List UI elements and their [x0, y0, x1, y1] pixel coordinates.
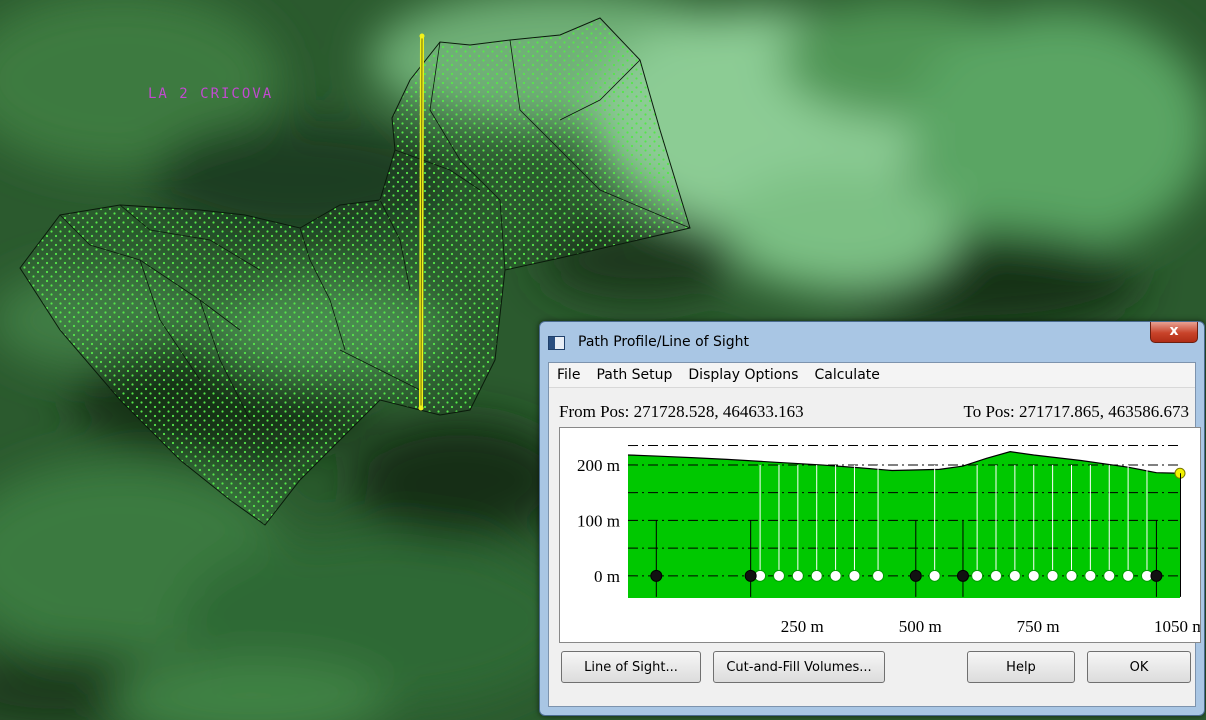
path-end-point[interactable] [418, 405, 424, 411]
sample-point-solid [1150, 569, 1163, 582]
sample-point-hollow [829, 569, 842, 582]
y-tick-label: 200 m [577, 456, 620, 475]
x-tick-label: 1050 m [1154, 617, 1200, 636]
line-of-sight-button[interactable]: Line of Sight... [561, 651, 701, 683]
path-line-inner [420, 35, 423, 409]
sample-point-solid [956, 569, 969, 582]
sample-point-solid [909, 569, 922, 582]
sample-point-solid [744, 569, 757, 582]
x-tick-label: 500 m [899, 617, 942, 636]
menu-display-options[interactable]: Display Options [688, 367, 799, 383]
ok-button[interactable]: OK [1087, 651, 1191, 683]
sample-point-hollow [810, 569, 823, 582]
cut-and-fill-volumes-button[interactable]: Cut-and-Fill Volumes... [713, 651, 885, 683]
from-position: From Pos: 271728.528, 464633.163 [559, 402, 804, 421]
to-position: To Pos: 271717.865, 463586.673 [963, 402, 1190, 421]
sample-point-hollow [772, 569, 785, 582]
path-profile-dialog: Path Profile/Line of Sight x File Path S… [539, 321, 1205, 716]
sample-point-hollow [1084, 569, 1097, 582]
sample-point-hollow [791, 569, 804, 582]
sample-point-hollow [1046, 569, 1059, 582]
sample-point-hollow [990, 569, 1002, 582]
terrain-profile-line [627, 451, 1181, 474]
terrain-area [628, 451, 1180, 598]
close-icon: x [1169, 323, 1179, 339]
map-area-label: LA 2 CRICOVA [148, 86, 274, 102]
dialog-client-area: File Path Setup Display Options Calculat… [548, 362, 1201, 707]
profile-chart-svg: 0 m 100 m 200 m 250 m 500 m 750 m 1050 m [577, 445, 1200, 636]
sample-point-hollow [872, 569, 885, 582]
y-tick-label: 100 m [577, 511, 620, 530]
path-start-point[interactable] [419, 33, 425, 39]
profile-chart[interactable]: 0 m 100 m 200 m 250 m 500 m 750 m 1050 m [559, 427, 1201, 643]
menu-calculate[interactable]: Calculate [814, 367, 880, 383]
position-readout: From Pos: 271728.528, 464633.163 To Pos:… [559, 402, 1189, 422]
menu-path-setup[interactable]: Path Setup [596, 367, 673, 383]
sample-point-hollow [1008, 569, 1021, 582]
x-tick-label: 250 m [781, 617, 824, 636]
sample-point-solid [650, 569, 663, 582]
sample-point-hollow [1103, 569, 1116, 582]
y-tick-label: 0 m [594, 567, 620, 586]
sample-point-hollow [1065, 569, 1078, 582]
sample-point-hollow [971, 569, 984, 582]
menu-bar: File Path Setup Display Options Calculat… [549, 363, 1195, 388]
dialog-titlebar[interactable]: Path Profile/Line of Sight x [540, 322, 1204, 362]
window-icon [548, 336, 565, 350]
sample-point-hollow [928, 569, 941, 582]
menu-file[interactable]: File [557, 367, 581, 383]
parcel-boundaries [59, 39, 691, 421]
sample-point-hollow [1122, 569, 1135, 582]
help-button[interactable]: Help [967, 651, 1075, 683]
sample-point-hollow [1027, 569, 1040, 582]
x-tick-label: 750 m [1017, 617, 1060, 636]
sample-point-hollow [848, 569, 861, 582]
dialog-title: Path Profile/Line of Sight [578, 334, 750, 350]
close-button[interactable]: x [1150, 322, 1198, 343]
